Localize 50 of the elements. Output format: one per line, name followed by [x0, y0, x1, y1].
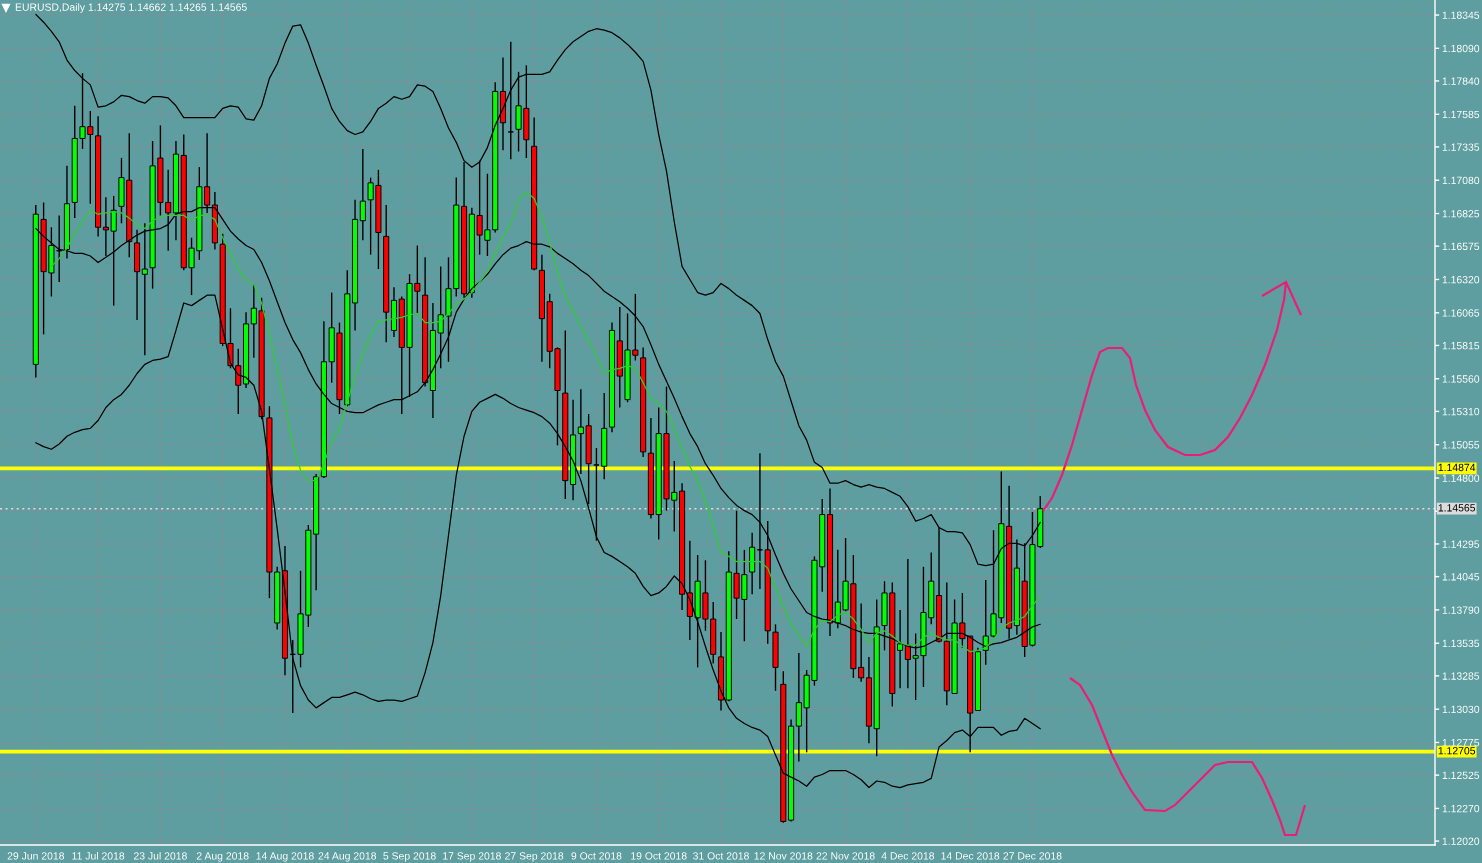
y-tick-label: 1.15815 — [1442, 341, 1480, 350]
y-tick-label: 1.13535 — [1442, 639, 1480, 648]
x-tick-label: 4 Dec 2018 — [881, 852, 935, 860]
x-tick-label: 14 Aug 2018 — [256, 852, 314, 862]
y-tick-label: 1.14800 — [1442, 474, 1480, 482]
x-tick-label: 31 Oct 2018 — [693, 852, 749, 860]
y-tick-label: 1.13030 — [1442, 705, 1480, 714]
candlestick — [507, 41, 514, 161]
y-tick-label: 1.16575 — [1442, 242, 1480, 251]
x-tick-label: 27 Dec 2018 — [1003, 852, 1062, 860]
y-tick-label: 1.17335 — [1442, 143, 1480, 151]
candlestick — [141, 222, 148, 356]
y-tick-label: 1.18090 — [1442, 44, 1480, 53]
y-tick-label: 1.15560 — [1442, 375, 1480, 383]
y-tick-label: 1.16320 — [1442, 275, 1480, 284]
y-tick-label: 1.13285 — [1442, 672, 1480, 680]
x-tick-label: 17 Sep 2018 — [443, 852, 501, 862]
y-tick-label: 1.17585 — [1442, 110, 1480, 119]
y-tick-label: 1.16065 — [1442, 309, 1480, 317]
y-tick-label: 1.12775 — [1442, 738, 1480, 747]
x-tick-label: 29 Jun 2018 — [7, 852, 65, 860]
y-tick-label: 1.17080 — [1442, 176, 1480, 185]
ref-line-label: 1.14874 — [1438, 463, 1476, 472]
y-tick-label: 1.12270 — [1442, 804, 1480, 813]
y-tick-label: 1.18345 — [1442, 11, 1480, 19]
x-tick-label: 11 Jul 2018 — [72, 851, 125, 860]
x-tick-label: 27 Sep 2018 — [505, 852, 564, 862]
y-tick-label: 1.14045 — [1442, 573, 1480, 581]
y-tick-label: 1.17840 — [1442, 77, 1480, 85]
x-tick-label: 19 Oct 2018 — [631, 852, 687, 860]
y-tick-label: 1.14295 — [1442, 540, 1480, 548]
x-tick-label: 14 Dec 2018 — [941, 852, 1000, 860]
x-tick-label: 22 Nov 2018 — [816, 852, 875, 860]
x-tick-label: 5 Sep 2018 — [383, 852, 436, 862]
x-tick-label: 2 Aug 2018 — [196, 852, 249, 862]
x-tick-label: 12 Nov 2018 — [754, 852, 813, 860]
candlestick — [593, 447, 600, 542]
chart-title: EURUSD,Daily 1.14275 1.14662 1.14265 1.14565 — [15, 3, 247, 13]
y-tick-label: 1.12020 — [1442, 837, 1480, 845]
y-tick-label: 1.13790 — [1442, 606, 1480, 614]
y-tick-label: 1.15310 — [1442, 407, 1480, 416]
y-tick-label: 1.12525 — [1442, 771, 1480, 779]
ref-line-label: 1.12705 — [1438, 747, 1476, 755]
y-tick-label: 1.16825 — [1442, 210, 1480, 218]
x-tick-label: 24 Aug 2018 — [318, 852, 377, 862]
ref-line-label: 1.14565 — [1438, 504, 1476, 512]
candlestick — [359, 148, 366, 242]
x-tick-label: 23 Jul 2018 — [133, 851, 187, 860]
x-tick-label: 9 Oct 2018 — [571, 852, 622, 860]
y-tick-label: 1.15055 — [1442, 441, 1480, 449]
